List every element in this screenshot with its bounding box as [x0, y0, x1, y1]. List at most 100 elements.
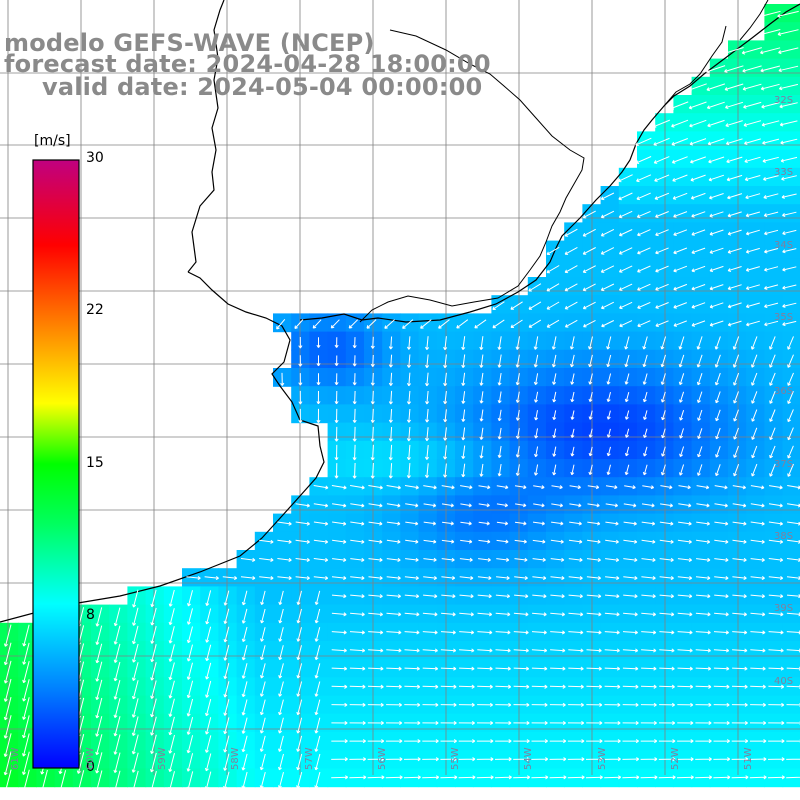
wind-arrow [425, 372, 430, 387]
wind-arrow [733, 427, 739, 440]
wind-arrow [787, 336, 794, 350]
wind-arrow [658, 720, 676, 726]
wind-arrow [331, 485, 347, 490]
wind-arrow [334, 373, 339, 386]
wind-arrow [568, 576, 583, 581]
wind-arrow [479, 463, 484, 477]
wind-arrow [496, 521, 509, 526]
wind-arrow [600, 247, 615, 255]
wind-arrow [403, 757, 421, 762]
wind-arrow [514, 539, 527, 544]
colorbar-label-0: 0 [86, 759, 95, 775]
wind-arrow [782, 229, 797, 236]
wind-arrow [331, 757, 348, 762]
wind-arrow [278, 735, 284, 752]
wind-arrow [334, 355, 339, 366]
wind-arrow [761, 120, 780, 127]
wind-arrow [695, 576, 711, 581]
wind-arrow [388, 426, 393, 442]
wind-arrow [510, 301, 523, 310]
wind-arrow [768, 684, 785, 689]
wind-arrow [458, 775, 476, 780]
wind-arrow [443, 372, 448, 387]
wind-arrow [204, 771, 212, 790]
wind-arrow [691, 265, 706, 273]
wind-arrow [531, 775, 549, 780]
wind-arrow [677, 576, 693, 581]
model-title: modelo GEFS-WAVE (NCEP) [4, 29, 375, 57]
wind-arrow [298, 408, 303, 423]
wind-arrow [623, 557, 638, 562]
wind-arrow [759, 29, 781, 37]
wind-arrow [605, 539, 619, 544]
wind-arrow [623, 612, 638, 617]
wind-arrow [423, 576, 438, 581]
wind-arrow [764, 248, 779, 254]
wind-arrow [671, 119, 689, 128]
wind-arrow [459, 630, 475, 635]
wind-arrow [241, 753, 248, 771]
wind-arrow [605, 503, 619, 508]
wind-arrow [440, 720, 457, 726]
wind-arrow [652, 119, 670, 128]
wind-arrow [350, 485, 365, 490]
wind-arrow [440, 666, 457, 671]
wind-arrow [278, 590, 284, 606]
wind-arrow [751, 427, 758, 440]
wind-arrow [296, 590, 302, 606]
wind-arrow [731, 720, 748, 726]
wind-arrow [350, 612, 365, 617]
wind-arrow [422, 666, 439, 671]
wind-arrow [95, 625, 103, 645]
wind-arrow [515, 428, 520, 439]
wind-arrow [671, 156, 688, 164]
wind-arrow [223, 681, 230, 698]
wind-arrow [350, 576, 365, 581]
wind-arrow [515, 354, 520, 368]
wind-arrow [552, 410, 557, 421]
wind-arrow [3, 696, 12, 721]
wind-arrow [150, 625, 157, 644]
wind-arrow [550, 612, 565, 617]
wind-arrow [531, 648, 548, 653]
forecast-date: forecast date: 2024-04-28 18:00:00 [4, 50, 491, 78]
wind-arrow [550, 630, 566, 635]
wind-arrow [781, 193, 797, 199]
wind-arrow [750, 594, 766, 599]
wind-arrow [640, 757, 658, 762]
wind-arrow [696, 373, 703, 386]
lon-label-53w: 53W [597, 747, 608, 770]
wind-arrow [441, 576, 456, 581]
wind-arrow [459, 612, 474, 617]
wind-arrow [673, 302, 687, 309]
wind-arrow [653, 137, 670, 146]
wind-arrow [404, 739, 421, 744]
wind-arrow [564, 246, 578, 255]
wind-arrow [513, 702, 530, 707]
wind-arrow [295, 503, 310, 508]
wind-arrow [168, 752, 175, 772]
wind-arrow [298, 355, 303, 367]
wind-arrow [474, 319, 487, 329]
wind-arrow [95, 643, 103, 664]
wind-arrow [420, 319, 432, 329]
wind-arrow [515, 446, 520, 458]
wind-arrow [349, 630, 365, 635]
wind-arrow [587, 539, 601, 544]
wind-arrow [441, 557, 455, 562]
wind-arrow [622, 630, 638, 635]
wind-arrow [732, 576, 747, 581]
wind-arrow [604, 757, 621, 762]
wind-arrow [782, 284, 797, 290]
wind-arrow [367, 775, 385, 780]
wind-arrow [95, 752, 103, 774]
wind-arrow [388, 390, 393, 405]
wind-arrow [659, 521, 674, 526]
wind-arrow [443, 445, 448, 460]
lat-label-37s: 37S [774, 459, 794, 470]
lat-label-36s: 36S [774, 386, 794, 397]
wind-arrow [568, 630, 584, 635]
wind-arrow [714, 612, 729, 617]
wind-arrow [658, 775, 676, 780]
wind-arrow [150, 752, 157, 773]
